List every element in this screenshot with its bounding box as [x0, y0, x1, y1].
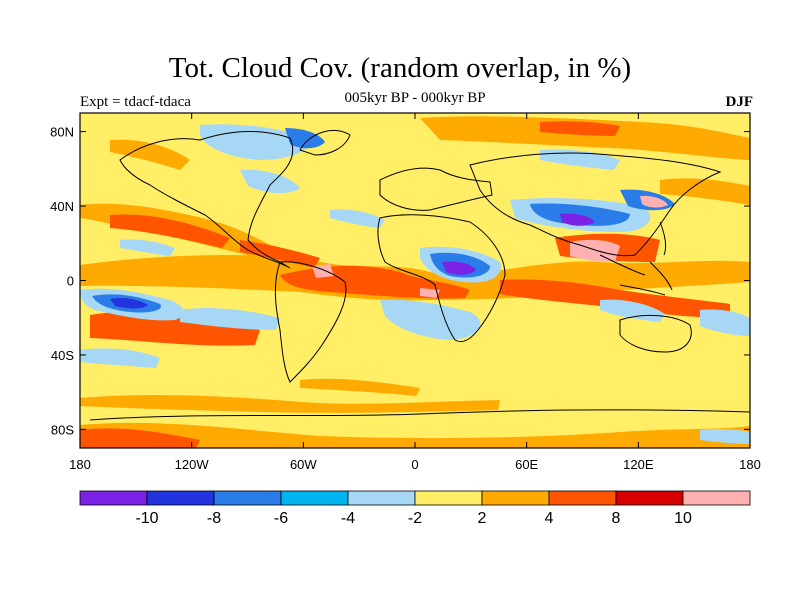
positive-anomalies — [80, 116, 750, 448]
lon-tick-label: 60W — [290, 457, 317, 472]
colorbar-label: 8 — [612, 510, 621, 527]
colorbar-swatch — [213, 490, 282, 506]
colorbar-swatch — [682, 490, 751, 506]
lon-tick-label: 0 — [411, 457, 418, 472]
colorbar-swatch — [481, 490, 550, 506]
colorbar-swatch — [548, 490, 617, 506]
colorbar-label: -4 — [341, 510, 355, 527]
field-layer — [80, 113, 750, 448]
lat-tick-label: 80N — [50, 125, 74, 140]
coastlines — [89, 129, 750, 421]
colorbar-swatch — [79, 490, 148, 506]
season-label: DJF — [725, 94, 754, 110]
colorbar-label: -10 — [135, 510, 158, 527]
latitude-axis: 80N 40N 0 40S 80S — [50, 125, 750, 437]
colorbar-swatch — [615, 490, 684, 506]
colorbar-swatch — [414, 490, 483, 506]
colorbar-swatch — [146, 490, 215, 506]
lat-tick-label: 0 — [67, 274, 74, 289]
colorbar-label: -2 — [408, 510, 422, 527]
colorbar-label: 2 — [478, 510, 487, 527]
lon-tick-label: 60E — [515, 457, 538, 472]
colorbar: -10 -8 -6 -4 -2 2 4 8 10 — [79, 490, 751, 527]
lat-tick-label: 80S — [51, 422, 74, 437]
lon-tick-label: 180 — [69, 457, 91, 472]
plot-subtitle: 005kyr BP - 000kyr BP — [344, 90, 486, 106]
lon-tick-label: 120E — [623, 457, 654, 472]
longitude-axis: 180 120W 60W 0 60E 120E 180 — [69, 113, 761, 472]
colorbar-label: -8 — [207, 510, 221, 527]
colorbar-label: 4 — [545, 510, 554, 527]
colorbar-swatch — [347, 490, 416, 506]
lat-tick-label: 40N — [50, 199, 74, 214]
colorbar-label: 10 — [674, 510, 692, 527]
lat-tick-label: 40S — [51, 348, 74, 363]
experiment-label: Expt = tdacf-tdaca — [80, 94, 191, 110]
lon-tick-label: 180 — [739, 457, 761, 472]
colorbar-label: -6 — [274, 510, 288, 527]
negative-anomalies — [80, 124, 750, 444]
lon-tick-label: 120W — [175, 457, 210, 472]
plot-title: Tot. Cloud Cov. (random overlap, in %) — [168, 52, 632, 84]
colorbar-swatch — [280, 490, 349, 506]
